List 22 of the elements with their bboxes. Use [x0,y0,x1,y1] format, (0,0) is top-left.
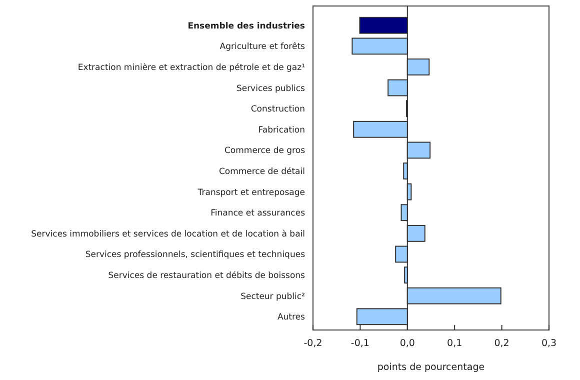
y-tick-label: Secteur public² [240,292,305,302]
x-axis-title: points de pourcentage [377,362,485,373]
x-tick-label: -0,1 [350,338,370,349]
x-tick-label: -0,2 [304,338,322,349]
y-tick-label: Commerce de gros [224,146,306,156]
y-tick-label: Ensemble des industries [188,21,305,32]
y-tick-label: Finance et assurances [210,208,306,219]
y-tick-label: Services publics [236,84,306,94]
y-tick-label: Construction [250,104,305,115]
y-tick-label: Services professionnels, scientifiques et techniques [85,250,306,260]
y-tick-label: Services de restauration et débits de boissons [108,271,306,281]
x-tick-label: 0,0 [400,338,415,349]
y-tick-label: Extraction minière et extraction de pétrole et de gaz¹ [78,62,305,73]
x-tick-label: 0,2 [494,338,510,349]
y-tick-label: Fabrication [258,125,305,136]
y-tick-label: Agriculture et forêts [220,42,306,52]
y-tick-label: Commerce de détail [218,166,305,177]
y-tick-label: Transport et entreposage [196,188,305,198]
x-tick-label: 0,3 [541,338,557,349]
x-tick-label: 0,1 [447,338,462,349]
y-tick-label: Autres [277,312,306,323]
y-tick-label: Services immobiliers et services de location et de location à bail [31,229,305,240]
